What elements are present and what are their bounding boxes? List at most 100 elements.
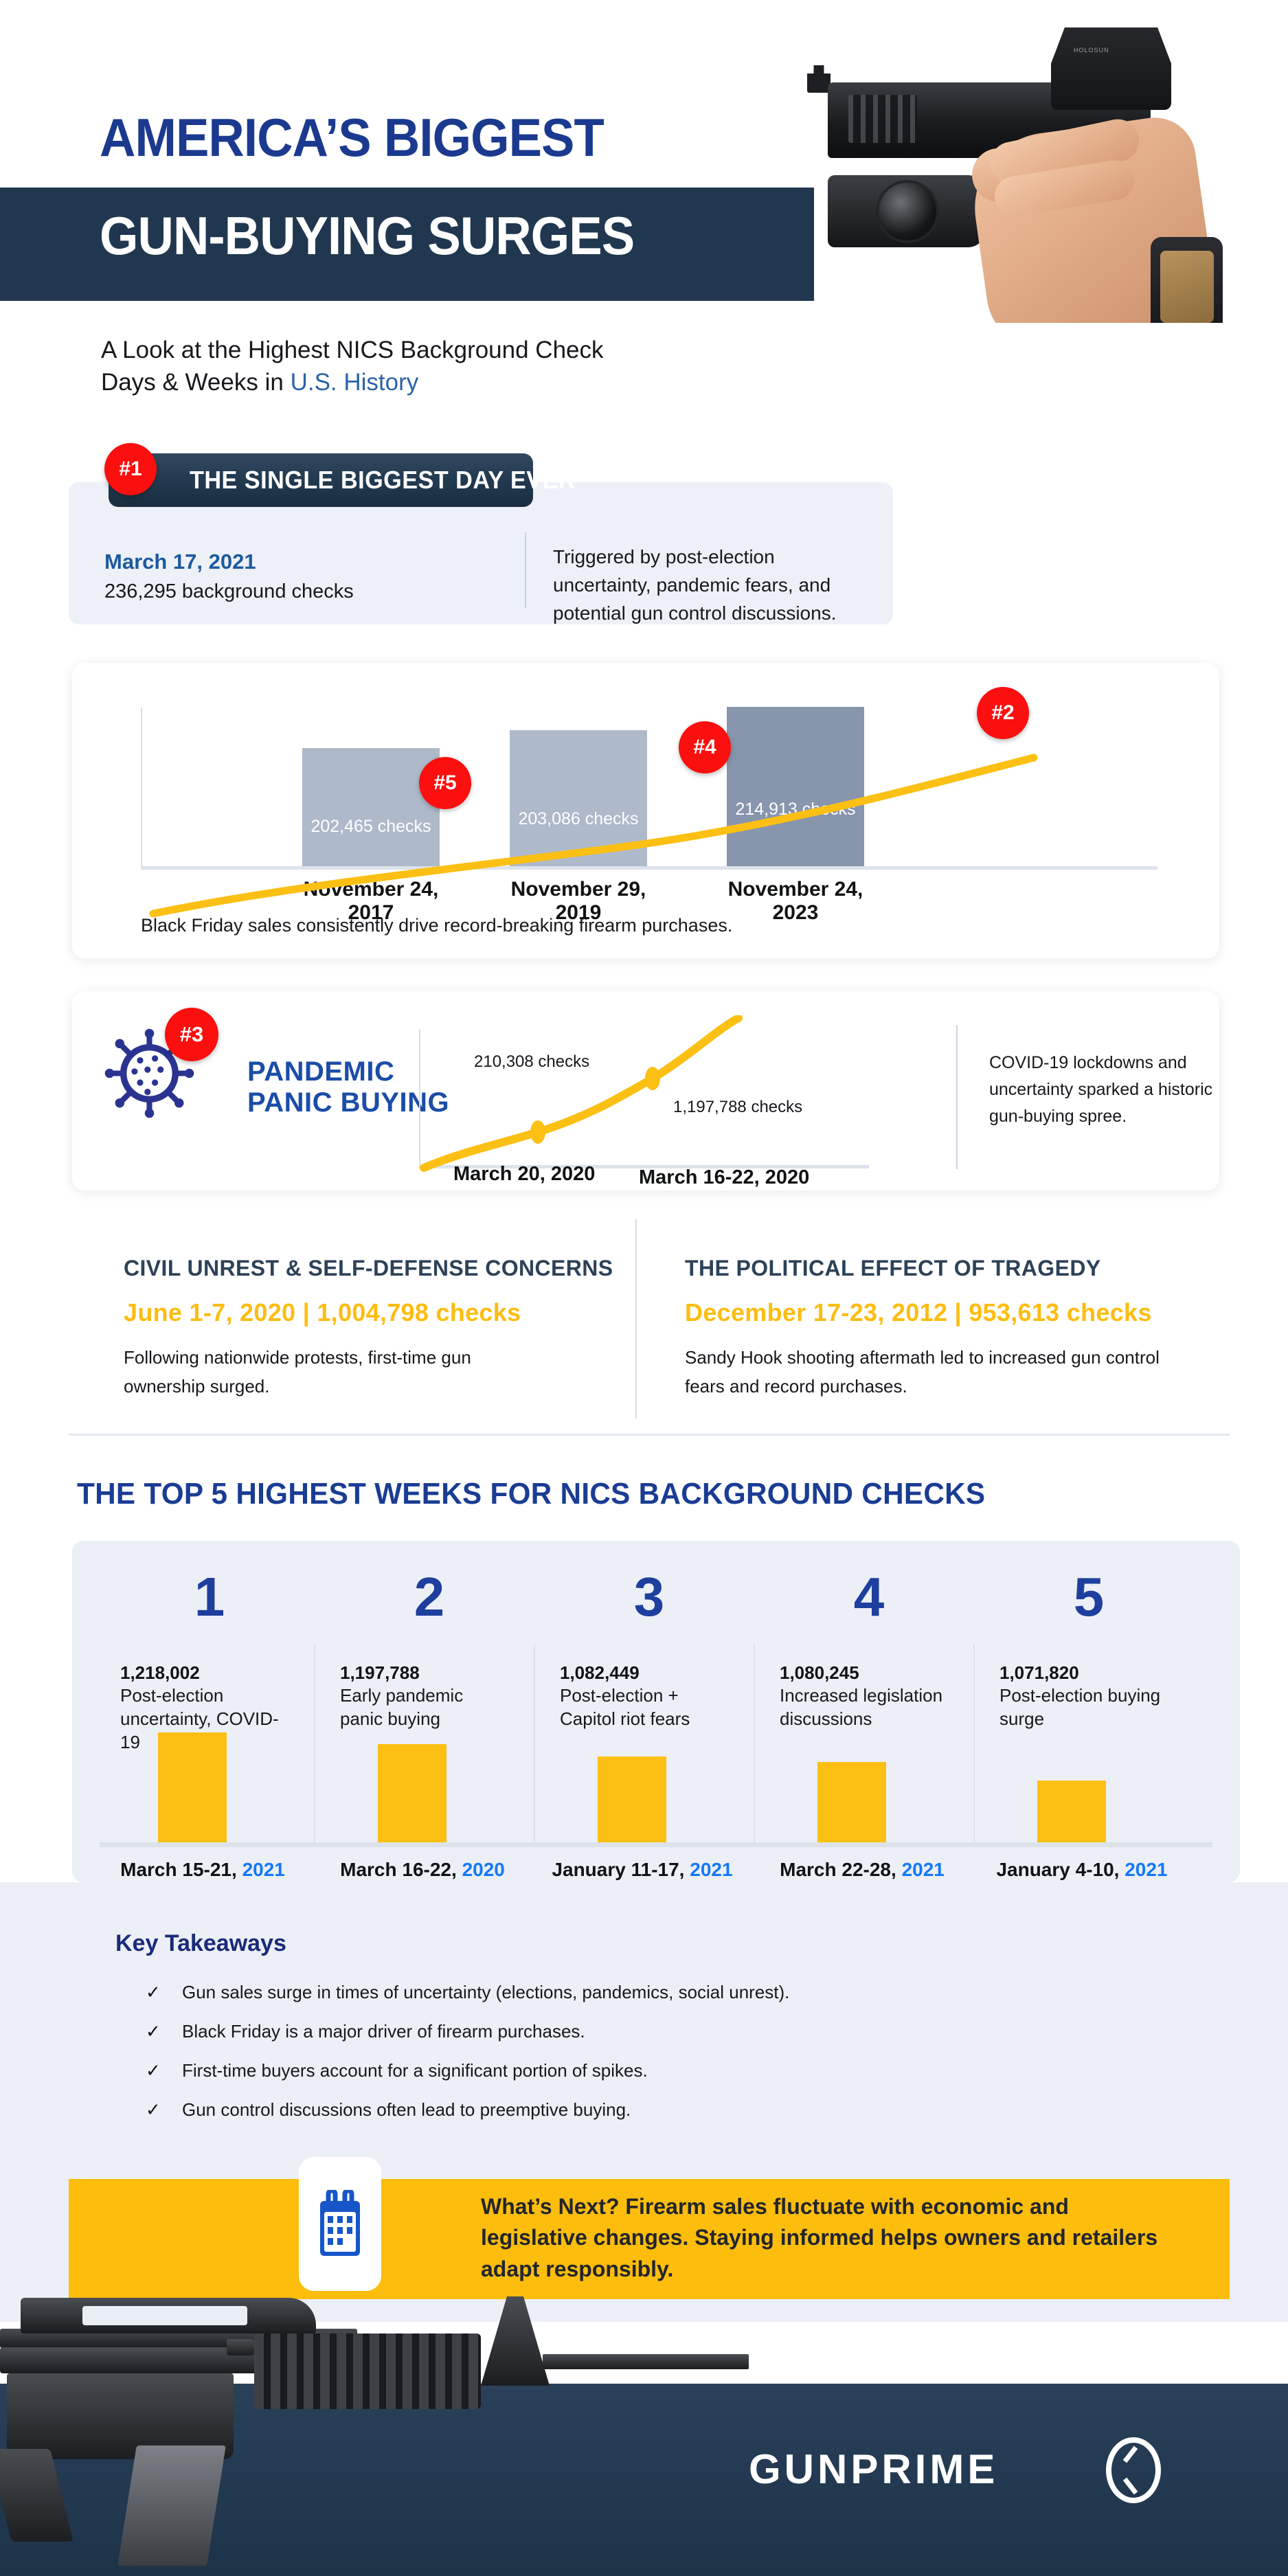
black-friday-bar-label: 203,086 checks <box>518 809 639 828</box>
top5-date-main: March 22-28, <box>780 1859 902 1880</box>
top5-description: Early pandemic panic buying <box>340 1685 464 1729</box>
top5-date-main: March 16-22, <box>340 1859 462 1880</box>
rank-badge-3: #3 <box>165 1008 218 1061</box>
whats-next-text: What’s Next? Firearm sales fluctuate wit… <box>481 2194 1158 2281</box>
top5-date-main: January 11-17, <box>552 1859 690 1880</box>
civil-unrest-body: Following nationwide protests, first-tim… <box>124 1347 471 1397</box>
top5-date-label: March 16-22, 2020 <box>313 1859 532 1881</box>
top5-rank-number: 1 <box>194 1566 225 1627</box>
pandemic-description: COVID-19 lockdowns and uncertainty spark… <box>989 1053 1213 1126</box>
top5-description: Post-election + Capitol riot fears <box>560 1685 690 1729</box>
top5-date-label: March 22-28, 2021 <box>752 1859 972 1881</box>
page-title-line2: GUN-BUYING SURGES <box>100 205 635 266</box>
biggest-day-divider <box>525 532 526 608</box>
biggest-day-date: March 17, 2021 <box>104 550 256 574</box>
top5-rank-number: 5 <box>1073 1566 1105 1627</box>
top5-value: 1,218,002 <box>120 1662 200 1683</box>
black-friday-bar: 202,465 checks <box>302 748 440 866</box>
slide-serrations <box>848 95 917 143</box>
rank-badge-4: #4 <box>679 721 731 773</box>
pandemic-point1-label: 210,308 checks <box>474 1052 590 1071</box>
political-effect-body: Sandy Hook shooting aftermath led to inc… <box>685 1347 1160 1397</box>
top5-column-separator <box>973 1644 975 1843</box>
rifle-front-sight-post <box>481 2296 550 2386</box>
top5-baseline <box>100 1842 1212 1847</box>
top5-date-year: 2021 <box>242 1859 285 1880</box>
top5-date-year: 2021 <box>690 1859 733 1880</box>
top5-column: 2 <box>319 1570 539 1872</box>
title-band <box>0 188 814 301</box>
page-title-line1: AMERICA’S BIGGEST <box>100 107 605 168</box>
top5-rank-number: 4 <box>853 1566 885 1627</box>
rifle-forward-assist <box>227 2339 254 2355</box>
top5-bar <box>378 1744 447 1842</box>
top5-date-year: 2020 <box>462 1859 505 1880</box>
page-subtitle: A Look at the Highest NICS Background Ch… <box>101 335 857 398</box>
brand-logo-text: GUNPRIME <box>749 2446 999 2492</box>
black-friday-note: Black Friday sales consistently drive re… <box>141 915 733 936</box>
pandemic-xlabel-2: March 16-22, 2020 <box>639 1166 810 1188</box>
takeaway-item: Gun control discussions often lead to pr… <box>182 2099 631 2120</box>
pandemic-title-line2: PANIC BUYING <box>247 1087 450 1118</box>
top5-description: Increased legislation discussions <box>780 1685 943 1729</box>
top5-date-year: 2021 <box>901 1859 945 1880</box>
pandemic-title-line1: PANDEMIC <box>247 1057 395 1087</box>
top5-column: 1 <box>100 1570 319 1872</box>
top5-column: 3 <box>539 1570 759 1872</box>
black-friday-bar: 214,913 checks <box>727 707 864 866</box>
takeaway-item: Gun sales surge in times of uncertainty … <box>182 1982 790 2002</box>
top5-date-year: 2021 <box>1125 1859 1168 1880</box>
pandemic-x-axis <box>419 1165 869 1168</box>
top5-bar <box>1037 1781 1106 1842</box>
calendar-icon <box>320 2189 360 2256</box>
civil-unrest-stat: June 1-7, 2020 | 1,004,798 checks <box>124 1298 521 1326</box>
top5-date-label: January 11-17, 2021 <box>532 1859 752 1881</box>
top5-column-separator <box>534 1644 535 1843</box>
rifle-pistol-grip <box>0 2449 74 2542</box>
political-effect-heading: THE POLITICAL EFFECT OF TRAGEDY <box>685 1256 1101 1280</box>
rank-badge-5: #5 <box>419 757 471 809</box>
top5-date-main: March 15-21, <box>120 1859 242 1880</box>
black-friday-bar-label: 202,465 checks <box>310 816 431 836</box>
red-dot-optic-shape <box>1051 27 1171 110</box>
checkmark-icon: ✓ <box>146 1982 161 2002</box>
pandemic-xlabel-1: March 20, 2020 <box>453 1163 596 1185</box>
biggest-day-pill-title: THE SINGLE BIGGEST DAY EVER <box>190 466 576 494</box>
subtitle-link[interactable]: U.S. History <box>290 368 419 396</box>
top5-rank-number: 3 <box>633 1566 665 1627</box>
black-friday-x-label: November 24, 2023 <box>727 878 863 924</box>
weapon-light-lens <box>876 180 939 243</box>
whats-next-band <box>69 2179 1230 2299</box>
pandemic-line-chart <box>420 1015 743 1172</box>
top5-value: 1,082,449 <box>560 1662 640 1683</box>
hero-pistol-photo: HOLOSUN <box>738 27 1288 323</box>
whats-next-icon-box <box>299 2157 381 2291</box>
top5-value: 1,071,820 <box>999 1662 1079 1683</box>
top5-column: 4 <box>759 1570 979 1872</box>
rifle-photo <box>0 2291 749 2566</box>
optic-brand-label: HOLOSUN <box>1074 47 1109 54</box>
top5-value: 1,197,788 <box>340 1662 420 1683</box>
civil-unrest-heading: CIVIL UNREST & SELF-DEFENSE CONCERNS <box>124 1256 613 1280</box>
top5-date-label: January 4-10, 2021 <box>972 1859 1192 1881</box>
checkmark-icon: ✓ <box>146 2060 161 2081</box>
takeaway-item: First-time buyers account for a signific… <box>182 2060 648 2081</box>
checkmark-icon: ✓ <box>146 2021 161 2042</box>
black-friday-y-axis <box>141 708 142 867</box>
top5-heading: THE TOP 5 HIGHEST WEEKS FOR NICS BACKGRO… <box>77 1477 986 1511</box>
biggest-day-checks: 236,295 background checks <box>104 580 354 602</box>
takeaway-item: Black Friday is a major driver of firear… <box>182 2021 585 2042</box>
top5-description: Post-election buying surge <box>999 1685 1161 1729</box>
top5-column: 5 <box>979 1570 1199 1872</box>
checkmark-icon: ✓ <box>146 2099 161 2120</box>
two-column-divider <box>635 1219 637 1419</box>
biggest-day-pill <box>109 453 533 507</box>
crosshair-circle-icon <box>1106 2437 1161 2503</box>
top5-description: Post-election uncertainty, COVID-19 <box>120 1685 279 1752</box>
takeaways-title: Key Takeaways <box>115 1930 286 1956</box>
subtitle-line2: Days & Weeks in <box>101 368 291 396</box>
biggest-day-description: Triggered by post-election uncertainty, … <box>553 546 837 624</box>
wristwatch-face <box>1160 251 1214 323</box>
black-friday-bar: 203,086 checks <box>510 730 647 866</box>
top5-value: 1,080,245 <box>780 1662 859 1683</box>
